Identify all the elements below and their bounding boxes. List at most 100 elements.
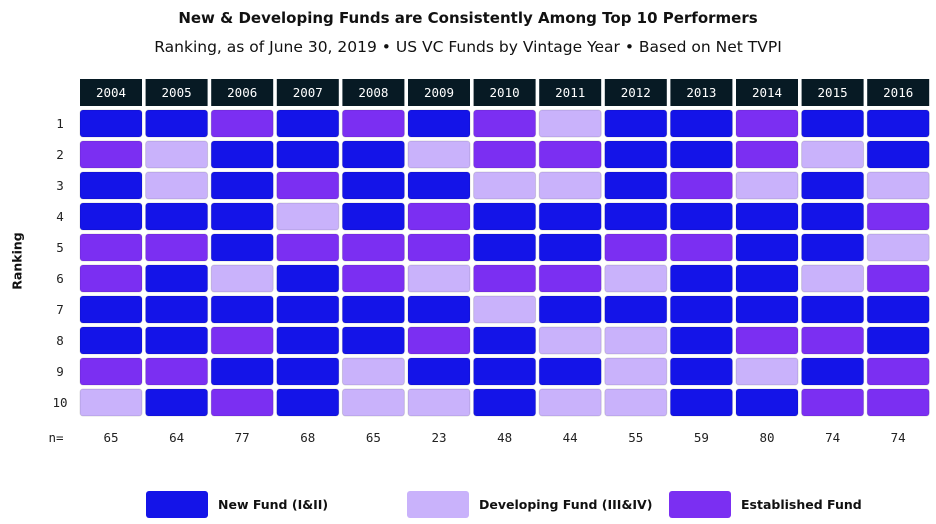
rank-label-3: 3 — [56, 178, 64, 193]
cell-2009-rank-8 — [407, 326, 471, 355]
year-label-2016: 2016 — [883, 85, 913, 100]
n-value-2012: 55 — [628, 430, 643, 445]
cell-2006-rank-3 — [210, 171, 274, 200]
cell-2016-rank-6 — [866, 264, 930, 293]
legend-swatch-new — [146, 490, 208, 518]
legend-swatch-developing — [407, 490, 469, 518]
n-value-2015: 74 — [825, 430, 840, 445]
cell-2014-rank-6 — [735, 264, 799, 293]
cell-2013-rank-6 — [669, 264, 733, 293]
cell-2008-rank-5 — [341, 233, 405, 262]
cell-2008-rank-6 — [341, 264, 405, 293]
cell-2008-rank-2 — [341, 140, 405, 169]
cell-2011-rank-7 — [538, 295, 602, 324]
legend-label-established: Established Fund — [741, 496, 862, 512]
cell-2005-rank-7 — [145, 295, 209, 324]
cell-2004-rank-3 — [79, 171, 143, 200]
cell-2008-rank-4 — [341, 202, 405, 231]
year-header-2012 — [604, 79, 667, 106]
cell-2016-rank-4 — [866, 202, 930, 231]
cell-2005-rank-1 — [145, 109, 209, 138]
cell-2012-rank-2 — [604, 140, 668, 169]
cell-2005-rank-6 — [145, 264, 209, 293]
cell-2016-rank-7 — [866, 295, 930, 324]
cell-2013-rank-7 — [669, 295, 733, 324]
cell-2010-rank-3 — [473, 171, 537, 200]
rank-label-10: 10 — [52, 395, 67, 410]
cell-2011-rank-1 — [538, 109, 602, 138]
cell-2013-rank-2 — [669, 140, 733, 169]
cell-2015-rank-2 — [801, 140, 865, 169]
year-header-2009 — [408, 79, 470, 106]
heatmap-chart: 2004652005642006772007682008652009232010… — [48, 79, 930, 445]
cell-2006-rank-2 — [210, 140, 274, 169]
year-header-2004 — [80, 79, 142, 106]
n-value-2009: 23 — [431, 430, 446, 445]
cell-2010-rank-5 — [473, 233, 537, 262]
cell-2011-rank-3 — [538, 171, 602, 200]
cell-2006-rank-5 — [210, 233, 274, 262]
cell-2012-rank-8 — [604, 326, 668, 355]
cell-2009-rank-9 — [407, 357, 471, 386]
year-label-2014: 2014 — [752, 85, 782, 100]
cell-2009-rank-2 — [407, 140, 471, 169]
cell-2013-rank-5 — [669, 233, 733, 262]
cell-2014-rank-9 — [735, 357, 799, 386]
cell-2014-rank-2 — [735, 140, 799, 169]
cell-2004-rank-1 — [79, 109, 143, 138]
cell-2007-rank-10 — [276, 388, 340, 417]
cell-2009-rank-4 — [407, 202, 471, 231]
cell-2016-rank-1 — [866, 109, 930, 138]
cell-2013-rank-3 — [669, 171, 733, 200]
legend: New Fund (I&II) Developing Fund (III&IV)… — [0, 489, 936, 519]
year-label-2005: 2005 — [162, 85, 192, 100]
cell-2009-rank-6 — [407, 264, 471, 293]
cell-2005-rank-5 — [145, 233, 209, 262]
cell-2014-rank-5 — [735, 233, 799, 262]
cell-2015-rank-8 — [801, 326, 865, 355]
cell-2010-rank-9 — [473, 357, 537, 386]
cell-2014-rank-7 — [735, 295, 799, 324]
cell-2011-rank-2 — [538, 140, 602, 169]
cell-2015-rank-7 — [801, 295, 865, 324]
rank-label-5: 5 — [56, 240, 64, 255]
cell-2007-rank-3 — [276, 171, 340, 200]
cell-2008-rank-1 — [341, 109, 405, 138]
year-label-2015: 2015 — [818, 85, 848, 100]
cell-2004-rank-8 — [79, 326, 143, 355]
cell-2009-rank-5 — [407, 233, 471, 262]
chart-subtitle: Ranking, as of June 30, 2019 • US VC Fun… — [154, 38, 782, 56]
cell-2007-rank-8 — [276, 326, 340, 355]
cell-2014-rank-10 — [735, 388, 799, 417]
rank-label-8: 8 — [56, 333, 64, 348]
cell-2009-rank-7 — [407, 295, 471, 324]
cell-2005-rank-9 — [145, 357, 209, 386]
cell-2015-rank-5 — [801, 233, 865, 262]
year-label-2012: 2012 — [621, 85, 651, 100]
n-value-2016: 74 — [891, 430, 906, 445]
cell-2008-rank-8 — [341, 326, 405, 355]
cell-2011-rank-10 — [538, 388, 602, 417]
year-label-2013: 2013 — [686, 85, 716, 100]
year-label-2010: 2010 — [490, 85, 520, 100]
n-value-2010: 48 — [497, 430, 512, 445]
n-value-2004: 65 — [103, 430, 118, 445]
cell-2005-rank-4 — [145, 202, 209, 231]
year-header-2008 — [342, 79, 405, 106]
cell-2006-rank-6 — [210, 264, 274, 293]
legend-item-established: Established Fund — [669, 489, 862, 519]
chart-title: New & Developing Funds are Consistently … — [178, 9, 758, 27]
year-header-2015 — [801, 79, 864, 106]
n-value-2014: 80 — [759, 430, 774, 445]
cell-2013-rank-1 — [669, 109, 733, 138]
cell-2005-rank-3 — [145, 171, 209, 200]
cell-2004-rank-9 — [79, 357, 143, 386]
cell-2004-rank-7 — [79, 295, 143, 324]
cell-2006-rank-4 — [210, 202, 274, 231]
cell-2010-rank-10 — [473, 388, 537, 417]
cell-2014-rank-8 — [735, 326, 799, 355]
year-header-2010 — [473, 79, 536, 106]
cell-2004-rank-10 — [79, 388, 143, 417]
cell-2010-rank-2 — [473, 140, 537, 169]
cell-2016-rank-3 — [866, 171, 930, 200]
